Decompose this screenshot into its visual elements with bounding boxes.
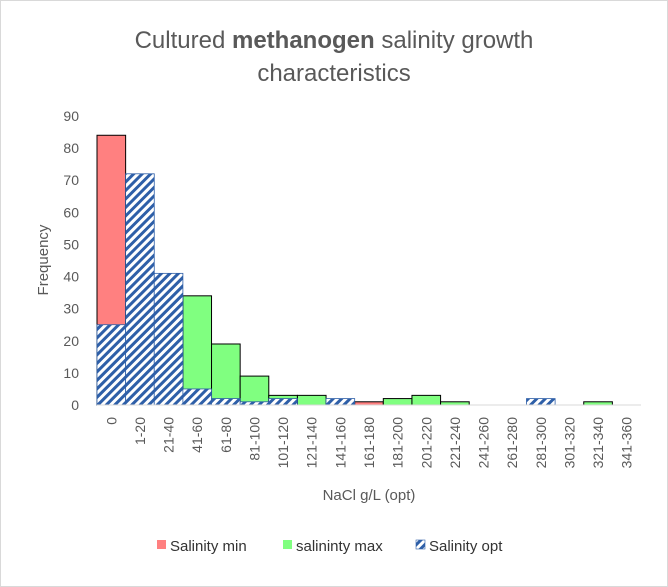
bar-salinity-opt <box>182 388 212 406</box>
y-tick-label: 90 <box>63 108 79 124</box>
x-tick-label: 41-60 <box>189 417 205 453</box>
bar-salinity-opt <box>526 398 556 406</box>
x-tick-label: 0 <box>103 417 119 425</box>
bar-salinity-opt <box>268 398 298 406</box>
x-tick-label: 141-160 <box>332 417 348 469</box>
x-tick-label: 341-360 <box>619 417 635 469</box>
y-tick-label: 20 <box>63 333 79 349</box>
y-tick-label: 50 <box>63 236 79 252</box>
legend-label: Salinity opt <box>429 538 503 555</box>
x-tick-label: 261-280 <box>504 417 520 469</box>
chart-title-line1: Cultured methanogen salinity growth <box>135 27 534 54</box>
x-tick-label: 1-20 <box>132 417 148 445</box>
x-tick-label: 281-300 <box>533 417 549 469</box>
legend-swatch <box>157 540 166 549</box>
x-axis-label: NaCl g/L (opt) <box>323 487 416 504</box>
bars <box>96 134 613 406</box>
y-tick-label: 40 <box>63 269 79 285</box>
legend-label: Salinity min <box>170 538 247 555</box>
x-tick-label: 121-140 <box>304 417 320 469</box>
x-tick-label: 161-180 <box>361 417 377 469</box>
legend-swatch <box>283 540 292 549</box>
x-tick-label: 321-340 <box>590 417 606 469</box>
y-tick-label: 10 <box>63 365 79 381</box>
bar-salinity-max <box>239 375 270 406</box>
x-tick-label: 81-100 <box>246 417 262 461</box>
bar-salinity-max <box>382 398 413 406</box>
legend-label: salininty max <box>296 538 383 555</box>
y-tick-label: 60 <box>63 204 79 220</box>
bar-salinity-opt <box>125 173 155 406</box>
bar-salinity-max <box>411 394 442 406</box>
legend-swatch <box>415 539 426 550</box>
y-tick-label: 80 <box>63 140 79 156</box>
chart-title-bold: methanogen <box>232 27 375 54</box>
x-tick-label: 201-220 <box>418 417 434 469</box>
y-tick-label: 30 <box>63 301 79 317</box>
y-axis-label: Frequency <box>35 224 52 295</box>
bar-salinity-opt <box>325 398 356 406</box>
chart-title-prefix: Cultured <box>135 27 232 54</box>
chart-title-suffix: salinity growth <box>375 27 534 54</box>
bar-salinity-max <box>296 394 327 406</box>
legend: Salinity min salininty max Salinity opt <box>157 538 503 555</box>
x-tick-label: 101-120 <box>275 417 291 469</box>
bar-salinity-opt <box>96 324 127 406</box>
x-tick-label: 61-80 <box>218 417 234 453</box>
bar-salinity-max <box>211 343 241 406</box>
bar-salinity-opt <box>153 272 184 406</box>
y-axis-ticks: 0 10 20 30 40 50 60 70 80 90 <box>63 108 79 413</box>
chart-title-line2: characteristics <box>257 60 410 87</box>
y-tick-label: 70 <box>63 172 79 188</box>
x-tick-label: 21-40 <box>161 417 177 453</box>
x-tick-label: 221-240 <box>447 417 463 469</box>
x-tick-label: 241-260 <box>476 417 492 469</box>
bar-salinity-opt <box>211 398 241 406</box>
x-tick-label: 181-200 <box>390 417 406 469</box>
x-tick-label: 301-320 <box>561 417 577 469</box>
y-tick-label: 0 <box>71 397 79 413</box>
x-axis-ticks: 0 1-20 21-40 41-60 61-80 81-100 101-120 121-140… <box>103 417 634 469</box>
